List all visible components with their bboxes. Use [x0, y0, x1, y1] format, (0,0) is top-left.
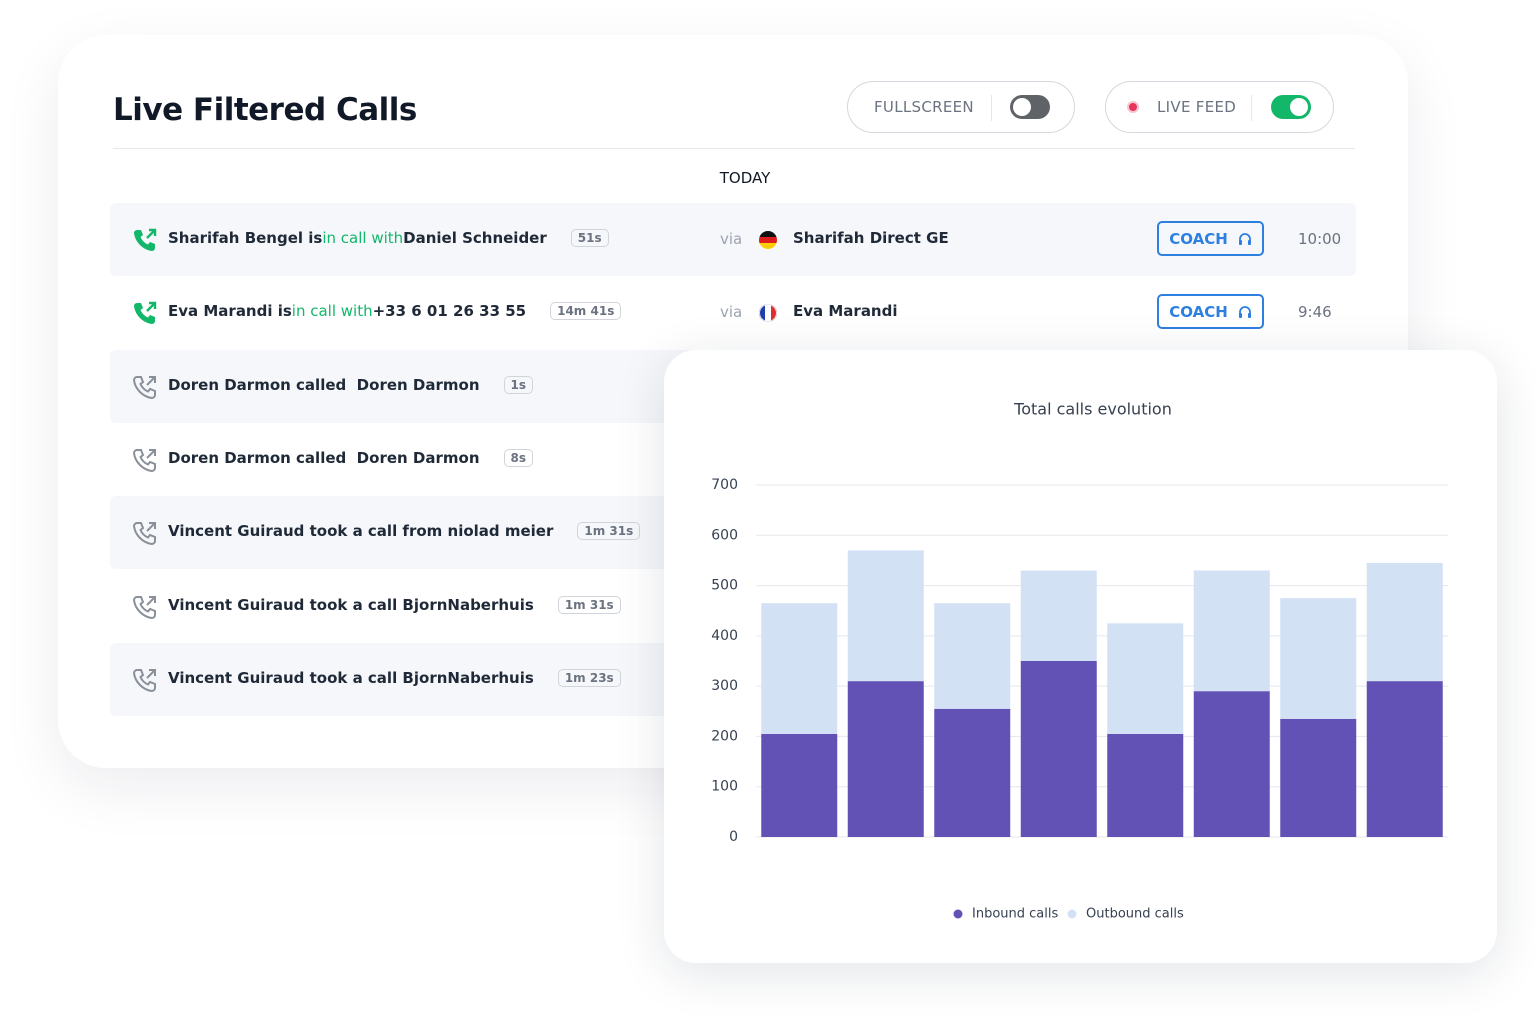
y-tick-label: 400 [711, 628, 738, 644]
switch-knob [1290, 98, 1308, 116]
switch[interactable] [1010, 95, 1050, 119]
call-row[interactable]: Sharifah Bengel is in call with Daniel S… [110, 203, 1356, 276]
call-time: 10:00 [1298, 230, 1342, 248]
chart-title: Total calls evolution [1013, 400, 1172, 419]
line-name: Eva Marandi [793, 302, 898, 320]
phone-icon [132, 668, 156, 692]
call-description: Vincent Guiraud took a call from niolad … [168, 522, 554, 541]
call-text: Eva Marandi is in call with +33 6 01 26 … [168, 302, 622, 320]
flag [759, 304, 777, 322]
panel-title: Live Filtered Calls [113, 92, 417, 128]
live-feed-toggle[interactable]: LIVE FEED [1105, 81, 1334, 133]
y-tick-label: 600 [711, 527, 738, 543]
chart-card: Total calls evolution 0 100 200 300 400 500 60… [664, 350, 1497, 963]
phone-icon [132, 448, 156, 472]
toggle-label: FULLSCREEN [874, 98, 974, 116]
button-label: COACH [1169, 229, 1228, 248]
call-row[interactable]: Doren Darmon called Doren Darmon 8s [110, 423, 1356, 496]
caller: Sharifah Bengel is [168, 229, 323, 247]
call-text: Sharifah Bengel is in call with Daniel S… [168, 229, 609, 247]
call-text: Vincent Guiraud took a call BjornNaberhu… [168, 595, 621, 614]
coach-button[interactable]: COACH [1157, 221, 1264, 256]
bar-segment [1107, 623, 1184, 734]
switch-knob [1013, 98, 1031, 116]
toggle-label: LIVE FEED [1157, 98, 1237, 116]
status: in call with [322, 229, 404, 247]
bar-segment [1020, 570, 1097, 661]
duration: 51s [570, 229, 609, 247]
headset-icon [1238, 305, 1251, 318]
day-label: TODAY [719, 169, 771, 187]
call-description: Vincent Guiraud took a call BjornNaberhu… [168, 668, 534, 687]
headset-icon [1238, 232, 1251, 245]
call-row[interactable]: Vincent Guiraud took a call BjornNaberhu… [110, 570, 1356, 643]
via: via [720, 303, 743, 321]
phone-icon [132, 522, 156, 546]
bar-segment [761, 733, 838, 837]
callee: +33 6 01 26 33 55 [372, 302, 527, 320]
bar-segment [1280, 598, 1357, 719]
call-text: Vincent Guiraud took a call from niolad … [168, 522, 641, 541]
caller: Eva Marandi is [168, 302, 292, 320]
separator [1251, 95, 1252, 121]
duration: 1m 31s [577, 522, 641, 541]
call-description: Doren Darmon called Doren Darmon [168, 448, 480, 467]
live-dot [1127, 101, 1139, 113]
phone-icon [132, 375, 156, 399]
bar-segment [1280, 718, 1357, 837]
y-tick-label: 300 [711, 678, 738, 694]
call-row[interactable]: Eva Marandi is in call with +33 6 01 26 … [110, 276, 1356, 349]
separator [991, 95, 992, 121]
bar-segment [1193, 570, 1270, 692]
duration: 14m 41s [550, 302, 622, 320]
y-tick-label: 0 [729, 829, 738, 845]
duration: 1m 31s [557, 595, 621, 614]
legend-swatch [953, 909, 963, 919]
call-text: Doren Darmon called Doren Darmon 1s [168, 375, 533, 394]
flag [759, 231, 777, 249]
phone-icon [134, 228, 157, 251]
bar-segment [934, 603, 1011, 709]
divider [113, 148, 1355, 149]
duration: 1m 23s [557, 668, 621, 687]
duration: 1s [503, 375, 533, 394]
chart: Total calls evolution 0 100 200 300 400 500 60… [711, 400, 1448, 922]
bar-segment [847, 550, 924, 682]
call-description: Vincent Guiraud took a call BjornNaberhu… [168, 595, 534, 614]
fullscreen-toggle[interactable]: FULLSCREEN [847, 81, 1075, 133]
switch[interactable] [1271, 95, 1311, 119]
coach-button[interactable]: COACH [1157, 294, 1264, 329]
legend-label: Inbound calls [972, 907, 1058, 922]
y-tick-label: 700 [711, 477, 738, 493]
line-name: Sharifah Direct GE [793, 229, 949, 247]
phone-icon [132, 595, 156, 619]
legend-swatch [1067, 909, 1077, 919]
call-time: 9:46 [1298, 303, 1332, 321]
bar-segment [1366, 562, 1443, 682]
button-label: COACH [1169, 302, 1228, 321]
bar-segment [934, 708, 1011, 837]
bar-segment [1366, 681, 1443, 837]
y-tick-label: 500 [711, 578, 738, 594]
call-text: Vincent Guiraud took a call BjornNaberhu… [168, 668, 621, 687]
bar-segment [761, 603, 838, 734]
bar-segment [847, 681, 924, 837]
bar-segment [1193, 691, 1270, 837]
call-text: Doren Darmon called Doren Darmon 8s [168, 448, 533, 467]
phone-icon [134, 301, 157, 324]
call-description: Doren Darmon called Doren Darmon [168, 375, 480, 394]
callee: Daniel Schneider [403, 229, 547, 247]
y-tick-label: 100 [711, 779, 738, 795]
status: in call with [291, 302, 373, 320]
via: via [720, 230, 743, 248]
y-tick-label: 200 [711, 728, 738, 744]
legend-label: Outbound calls [1086, 907, 1184, 922]
duration: 8s [503, 448, 533, 467]
bar-segment [1020, 661, 1097, 837]
bar-segment [1107, 733, 1184, 837]
